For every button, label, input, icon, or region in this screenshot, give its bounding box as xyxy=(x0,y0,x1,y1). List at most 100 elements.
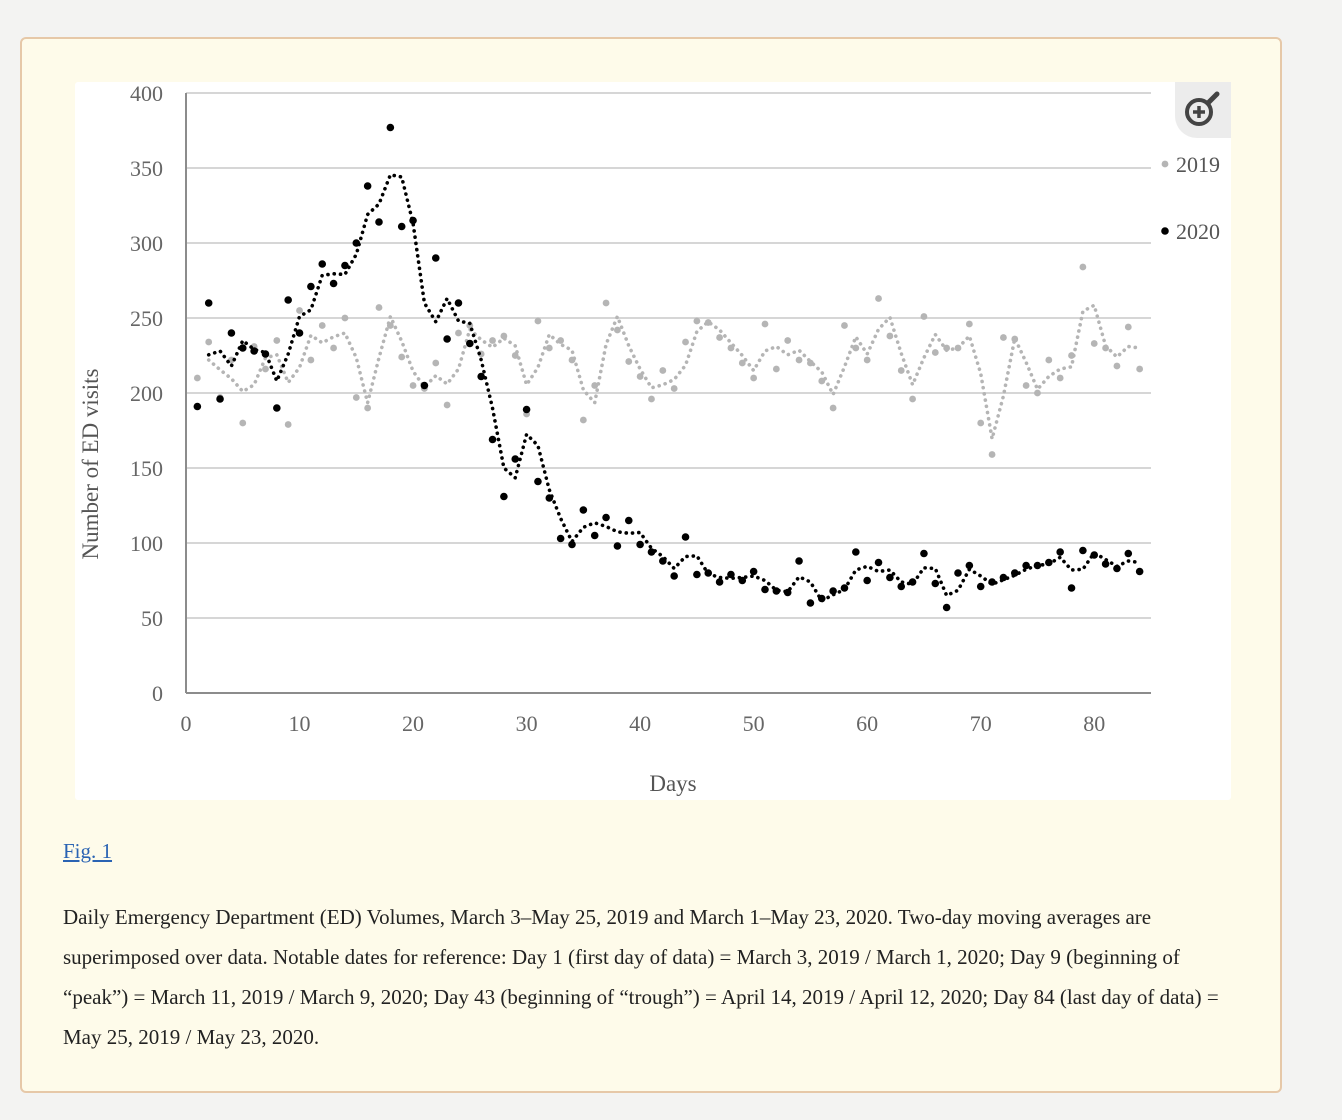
data-point-2020 xyxy=(647,548,656,556)
data-point-2020 xyxy=(1090,551,1099,559)
y-tick-label: 50 xyxy=(141,606,163,631)
data-point-2019 xyxy=(1056,374,1064,382)
data-point-2020 xyxy=(1101,560,1110,568)
x-tick-label: 60 xyxy=(856,711,878,736)
data-point-2019 xyxy=(1102,344,1109,352)
data-point-2019 xyxy=(1079,263,1087,271)
data-point-2019 xyxy=(602,299,610,307)
data-point-2020 xyxy=(204,299,213,307)
data-point-2019 xyxy=(648,395,655,403)
data-point-2019 xyxy=(205,338,213,346)
data-point-2019 xyxy=(318,322,326,329)
data-point-2020 xyxy=(897,582,906,591)
data-point-2020 xyxy=(613,542,622,550)
data-point-2020 xyxy=(488,435,497,444)
data-point-2019 xyxy=(557,337,565,344)
legend-marker-2020 xyxy=(1161,227,1169,235)
x-tick-label: 10 xyxy=(289,711,311,736)
data-point-2020 xyxy=(397,222,406,231)
data-point-2020 xyxy=(409,216,417,225)
data-point-2019 xyxy=(693,317,701,325)
chart-legend: 2019 2020 xyxy=(1161,152,1220,244)
legend-label-2019: 2019 xyxy=(1176,152,1220,177)
trendline-2019 xyxy=(206,302,1142,440)
data-point-2019 xyxy=(284,421,292,428)
data-point-2020 xyxy=(795,557,803,565)
y-tick-label: 200 xyxy=(130,381,163,406)
data-point-2019 xyxy=(761,320,769,328)
data-point-2020 xyxy=(624,516,633,525)
data-point-2019 xyxy=(1045,356,1053,364)
y-tick-label: 100 xyxy=(130,531,163,556)
y-tick-label: 150 xyxy=(130,456,163,481)
data-point-2019 xyxy=(909,395,916,403)
data-point-2020 xyxy=(727,570,735,579)
data-point-2019 xyxy=(432,359,440,367)
data-point-2020 xyxy=(852,548,860,556)
data-point-2019 xyxy=(772,365,780,373)
data-point-2020 xyxy=(772,587,781,595)
data-point-2019 xyxy=(500,332,508,340)
data-point-2020 xyxy=(238,344,247,352)
data-point-2020 xyxy=(1079,546,1087,555)
data-point-2020 xyxy=(636,540,644,549)
data-point-2019 xyxy=(931,349,939,356)
data-point-2020 xyxy=(227,329,236,337)
data-point-2019 xyxy=(1090,340,1098,347)
data-point-2019 xyxy=(193,374,201,382)
data-point-2019 xyxy=(954,344,962,352)
chart: 0 50 100 150 200 250 300 350 400 0 10 20 30 40 50 60 70 8… xyxy=(78,82,1220,796)
trendline-2020 xyxy=(206,172,1142,604)
data-point-2020 xyxy=(670,572,678,580)
data-point-2019 xyxy=(682,338,689,346)
data-point-2020 xyxy=(193,402,202,411)
x-tick-label: 30 xyxy=(516,711,538,736)
data-point-2019 xyxy=(568,356,576,364)
data-point-2020 xyxy=(477,372,485,381)
zoom-in-icon xyxy=(1185,91,1220,126)
data-point-2019 xyxy=(1022,382,1030,389)
data-point-2020 xyxy=(761,585,769,594)
series-2020 xyxy=(193,123,1144,612)
data-point-2019 xyxy=(807,359,814,367)
data-point-2019 xyxy=(1124,323,1132,331)
figure-caption: Daily Emergency Department (ED) Volumes,… xyxy=(63,905,1219,1049)
data-point-2020 xyxy=(806,599,815,607)
data-point-2020 xyxy=(1010,569,1019,577)
data-point-2020 xyxy=(556,534,565,543)
data-point-2019 xyxy=(443,401,451,409)
data-point-2019 xyxy=(977,419,985,427)
data-point-2020 xyxy=(704,569,713,577)
data-point-2020 xyxy=(386,123,395,132)
data-point-2020 xyxy=(908,578,917,586)
data-point-2019 xyxy=(296,307,303,314)
data-point-2020 xyxy=(1022,561,1030,570)
x-tick-label: 0 xyxy=(181,711,192,736)
data-point-2019 xyxy=(1000,334,1007,341)
data-point-2020 xyxy=(999,573,1008,582)
x-tick-label: 40 xyxy=(629,711,651,736)
data-point-2019 xyxy=(1034,389,1041,397)
data-point-2019 xyxy=(273,337,281,344)
data-point-2019 xyxy=(455,329,462,337)
data-point-2019 xyxy=(614,326,621,334)
data-point-2020 xyxy=(1067,584,1076,592)
data-point-2020 xyxy=(602,513,610,522)
x-tick-label: 50 xyxy=(743,711,765,736)
legend-marker-2019 xyxy=(1161,160,1169,168)
data-point-2020 xyxy=(216,395,224,403)
figure-link[interactable]: Fig. 1 xyxy=(63,839,113,863)
data-point-2020 xyxy=(341,261,349,270)
y-tick-label: 350 xyxy=(130,156,163,181)
data-point-2019 xyxy=(534,317,542,325)
data-point-2020 xyxy=(942,603,951,612)
chart-panel: 0 50 100 150 200 250 300 350 400 0 10 20 30 40 50 60 70 8… xyxy=(75,82,1231,800)
data-point-2020 xyxy=(295,329,304,337)
data-point-2020 xyxy=(420,381,429,390)
data-point-2019 xyxy=(738,359,746,367)
zoom-button[interactable] xyxy=(1175,82,1231,138)
data-point-2020 xyxy=(1056,548,1064,556)
data-point-2020 xyxy=(511,455,520,463)
data-point-2019 xyxy=(704,319,712,326)
data-point-2019 xyxy=(886,332,894,340)
